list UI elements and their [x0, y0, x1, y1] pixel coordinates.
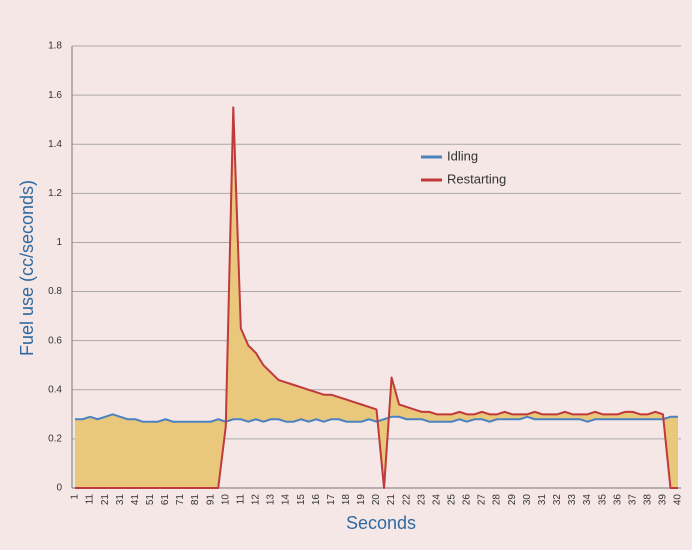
- x-tick-label: 39: [658, 494, 669, 506]
- y-tick-label: 0.6: [48, 335, 62, 346]
- y-tick-label: 0.8: [48, 286, 62, 297]
- x-axis-title: Seconds: [346, 513, 416, 533]
- x-tick-label: 28: [492, 494, 503, 506]
- x-tick-label: 11: [85, 494, 96, 505]
- x-tick-label: 15: [296, 494, 307, 506]
- x-tick-label: 81: [190, 494, 201, 506]
- x-tick-label: 71: [175, 494, 186, 506]
- x-tick-label: 19: [356, 494, 367, 506]
- y-tick-label: 1.6: [48, 90, 62, 101]
- y-tick-label: 0: [56, 483, 62, 494]
- y-axis-title: Fuel use (cc/seconds): [17, 180, 37, 356]
- y-tick-label: 1.4: [48, 139, 62, 150]
- y-tick-label: 0.4: [48, 384, 62, 395]
- y-tick-label: 0.2: [48, 434, 62, 445]
- x-tick-label: 35: [597, 494, 608, 506]
- legend-label: Restarting: [447, 171, 506, 186]
- x-tick-label: 1: [70, 494, 81, 500]
- x-tick-label: 36: [612, 494, 623, 506]
- x-tick-label: 91: [205, 494, 216, 506]
- x-tick-label: 31: [115, 494, 126, 506]
- x-tick-label: 13: [266, 494, 277, 506]
- x-tick-label: 20: [371, 494, 382, 506]
- x-tick-label: 32: [552, 494, 563, 506]
- x-tick-label: 22: [401, 494, 412, 506]
- y-tick-label: 1.8: [48, 41, 62, 52]
- x-tick-label: 34: [582, 494, 593, 506]
- y-tick-label: 1: [56, 237, 62, 248]
- x-tick-label: 25: [447, 494, 458, 506]
- x-tick-label: 11: [235, 494, 246, 505]
- x-tick-label: 27: [477, 494, 488, 506]
- x-tick-label: 33: [567, 494, 578, 506]
- x-tick-label: 10: [220, 494, 231, 506]
- x-tick-label: 26: [462, 494, 473, 506]
- x-tick-label: 24: [431, 494, 442, 506]
- x-tick-label: 29: [507, 494, 518, 506]
- x-tick-label: 17: [326, 494, 337, 506]
- series-line: [75, 106, 678, 489]
- x-tick-label: 41: [130, 494, 141, 506]
- x-tick-label: 12: [251, 494, 262, 506]
- x-tick-label: 40: [673, 494, 684, 506]
- x-tick-label: 23: [416, 494, 427, 506]
- difference-fill: [75, 107, 678, 488]
- x-tick-label: 14: [281, 494, 292, 506]
- x-tick-label: 16: [311, 494, 322, 506]
- x-tick-label: 51: [145, 494, 156, 506]
- x-tick-label: 61: [160, 494, 171, 506]
- x-tick-label: 30: [522, 494, 533, 506]
- x-tick-label: 18: [341, 494, 352, 506]
- x-tick-label: 37: [627, 494, 638, 506]
- series-line: [75, 413, 678, 423]
- x-tick-label: 21: [100, 494, 111, 506]
- legend-label: Idling: [447, 148, 478, 163]
- x-tick-label: 21: [386, 494, 397, 506]
- x-tick-label: 31: [537, 494, 548, 506]
- y-tick-label: 1.2: [48, 188, 62, 199]
- x-tick-label: 38: [642, 494, 653, 506]
